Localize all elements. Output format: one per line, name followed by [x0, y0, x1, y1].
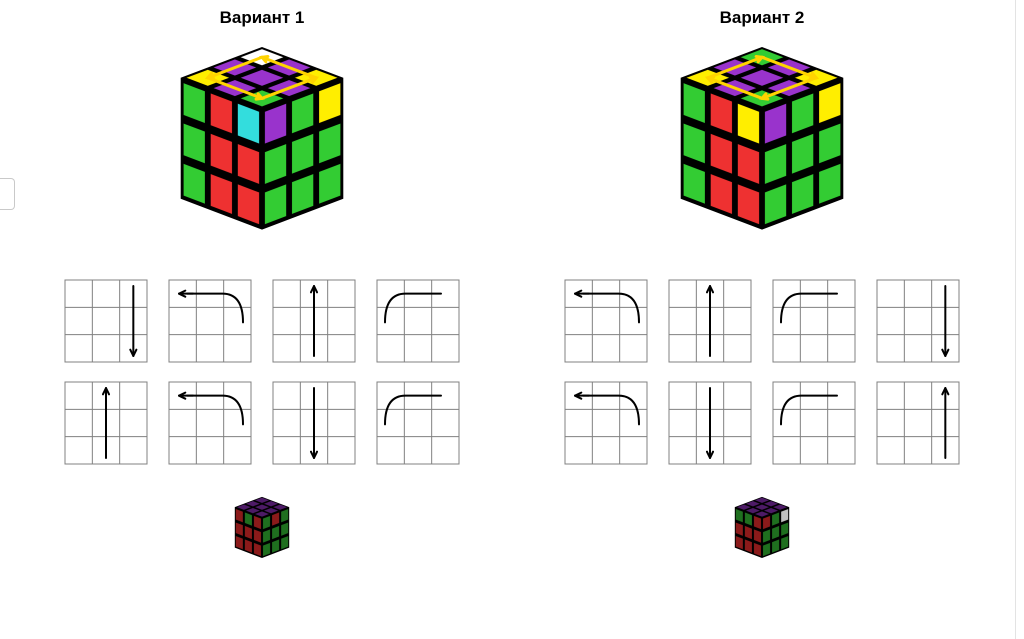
variant-title: Вариант 1 — [220, 8, 305, 28]
move-cell — [165, 378, 255, 468]
move-cell — [873, 276, 963, 366]
move-cell — [61, 276, 151, 366]
move-cell — [165, 276, 255, 366]
move-cell — [269, 378, 359, 468]
side-tab — [0, 178, 15, 210]
right-edge — [1015, 0, 1016, 639]
move-cell — [373, 276, 463, 366]
move-cell — [373, 378, 463, 468]
cube-large — [642, 36, 882, 256]
variant-title: Вариант 2 — [720, 8, 805, 28]
move-cell — [561, 276, 651, 366]
move-grid — [61, 276, 463, 468]
move-grid — [561, 276, 963, 468]
cube-small — [222, 490, 302, 570]
variant-2: Вариант 2 — [542, 8, 982, 570]
move-cell — [873, 378, 963, 468]
move-cell — [561, 378, 651, 468]
variant-1: Вариант 1 — [42, 8, 482, 570]
cube-small — [722, 490, 802, 570]
move-cell — [61, 378, 151, 468]
move-cell — [665, 276, 755, 366]
variants-container: Вариант 1 Вариант 2 — [0, 0, 1024, 570]
move-cell — [769, 378, 859, 468]
move-cell — [665, 378, 755, 468]
cube-large — [142, 36, 382, 256]
move-cell — [769, 276, 859, 366]
move-cell — [269, 276, 359, 366]
